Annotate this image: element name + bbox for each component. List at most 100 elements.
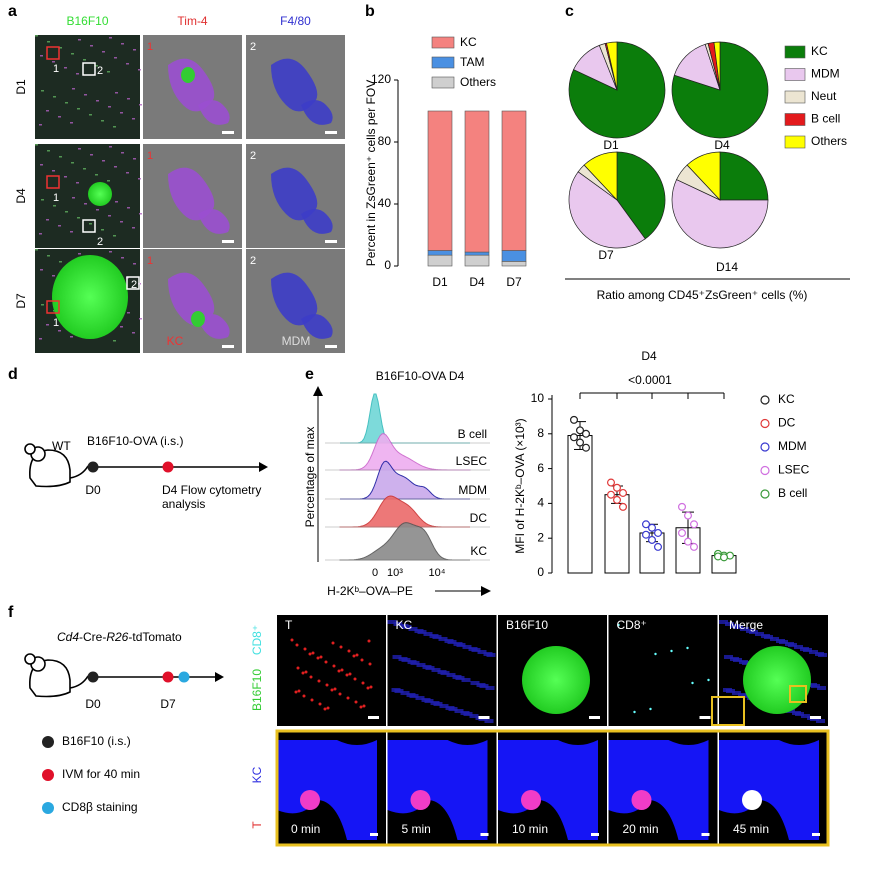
row-label: T xyxy=(250,821,264,829)
bar xyxy=(604,494,630,574)
timeline-dot xyxy=(178,671,190,683)
legend-label: MDM xyxy=(811,67,840,81)
texture xyxy=(120,221,123,223)
texture xyxy=(800,647,809,651)
texture xyxy=(102,160,105,162)
scale-bar xyxy=(222,240,234,243)
texture xyxy=(52,61,55,63)
micrograph xyxy=(35,144,140,248)
tumor xyxy=(88,182,112,206)
cell xyxy=(317,679,321,683)
bar-segment xyxy=(427,250,453,256)
texture xyxy=(96,100,99,102)
texture xyxy=(429,634,439,638)
timepoint: D4 Flow cytometry xyxy=(162,483,261,497)
bar-segment xyxy=(501,250,527,262)
data-point xyxy=(618,488,627,497)
tumor-cell xyxy=(181,67,195,83)
cell-label: KC xyxy=(167,334,184,348)
y-tick-label: 8 xyxy=(537,426,544,440)
time-label: 10 min xyxy=(512,822,548,836)
zoom-box xyxy=(789,685,807,703)
data-point xyxy=(689,520,698,529)
data-point xyxy=(618,502,627,511)
data-point xyxy=(606,478,615,487)
cell-render xyxy=(301,100,333,125)
texture xyxy=(794,645,803,649)
texture xyxy=(89,223,92,225)
texture xyxy=(761,634,770,638)
legend-label: KC xyxy=(811,44,828,58)
texture xyxy=(422,665,432,669)
row-label: B16F10 xyxy=(250,669,264,711)
texture xyxy=(120,112,123,114)
pie-slice xyxy=(616,151,666,240)
population-label: MDM xyxy=(458,483,487,497)
model-part: -tdTomato xyxy=(128,630,182,644)
texture xyxy=(406,693,416,697)
legend-label: CD8β staining xyxy=(62,800,138,814)
texture xyxy=(816,719,825,723)
timeline-dot xyxy=(87,461,99,473)
texture xyxy=(453,642,463,646)
texture xyxy=(84,203,87,205)
texture xyxy=(438,637,448,641)
texture xyxy=(133,263,136,265)
texture xyxy=(109,251,112,253)
cell-render xyxy=(301,209,333,234)
cell-label: MDM xyxy=(282,334,311,348)
texture xyxy=(723,688,732,692)
label: 1 xyxy=(53,192,59,204)
legend-marker xyxy=(760,442,770,452)
texture xyxy=(53,96,56,98)
timeline-dot xyxy=(162,671,174,683)
tcell xyxy=(521,790,541,810)
cell xyxy=(369,685,373,689)
roi-box xyxy=(82,219,96,233)
texture xyxy=(392,655,402,659)
cell-render xyxy=(271,167,318,221)
cell xyxy=(295,643,299,647)
panel-letter: e xyxy=(305,366,314,383)
texture xyxy=(39,124,42,126)
texture xyxy=(421,698,431,702)
legend-marker xyxy=(760,465,770,476)
bar-segment xyxy=(501,110,527,251)
tcell xyxy=(631,790,652,810)
cell-render xyxy=(168,58,215,112)
texture xyxy=(58,116,61,118)
roi-box xyxy=(46,300,60,314)
texture xyxy=(113,340,116,342)
texture xyxy=(102,51,105,53)
pie-slice xyxy=(583,151,618,201)
y-tick-label: 40 xyxy=(378,196,392,210)
model-part: Cd4 xyxy=(57,630,79,644)
texture xyxy=(39,338,42,340)
column-header: F4/80 xyxy=(280,14,311,28)
cell xyxy=(691,681,694,685)
texture xyxy=(454,709,464,713)
scale-bar xyxy=(222,345,234,348)
cell xyxy=(330,688,334,692)
cell xyxy=(368,662,372,666)
texture xyxy=(70,336,73,338)
cell xyxy=(617,623,620,627)
bar-segment xyxy=(427,110,453,251)
texture xyxy=(740,627,749,631)
roi-box xyxy=(46,175,60,189)
texture xyxy=(437,670,447,674)
texture xyxy=(139,213,142,215)
treatment: B16F10-OVA (i.s.) xyxy=(87,434,183,448)
texture xyxy=(415,696,425,700)
texture xyxy=(96,209,99,211)
pie-slice xyxy=(568,171,646,249)
cell xyxy=(354,700,358,704)
cell xyxy=(707,678,710,682)
mouse-icon xyxy=(24,653,89,698)
channel-label: B16F10 xyxy=(506,618,548,632)
cell xyxy=(361,681,365,685)
texture xyxy=(59,261,62,263)
texture xyxy=(430,701,440,705)
texture xyxy=(52,275,55,277)
data-point xyxy=(653,542,662,551)
